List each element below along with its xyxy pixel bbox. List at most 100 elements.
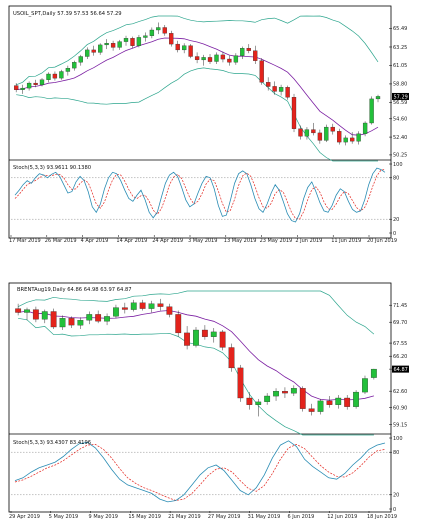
- price-tick-label: 62.60: [393, 389, 407, 395]
- candle-body: [104, 316, 110, 322]
- last-price-tag: [392, 365, 409, 373]
- candle-body: [201, 57, 206, 61]
- chart1-time-axis: 17 Mar 2019 26 Mar 2019 4 Apr 2019 14 Apr 2…: [9, 235, 397, 244]
- candle-body: [369, 98, 374, 124]
- candle-body: [26, 82, 32, 89]
- candle-body: [162, 27, 167, 34]
- price-tick-label: 50.25: [393, 153, 407, 159]
- candle-body: [50, 311, 57, 328]
- candle-body: [24, 309, 30, 313]
- candle-body: [356, 133, 361, 142]
- candle-body: [350, 137, 355, 142]
- candle-body: [266, 82, 271, 87]
- candle-body: [214, 54, 219, 62]
- candle-body: [273, 391, 279, 397]
- candle-body: [324, 126, 329, 141]
- price-tick-label: 65.49: [393, 26, 407, 32]
- candle-body: [139, 302, 146, 309]
- chart2-stoch-axis: 100 80 20 0: [389, 436, 403, 513]
- price-tick-label: 52.40: [393, 135, 407, 141]
- chart1-price-panel: [14, 15, 381, 162]
- candle-body: [32, 309, 39, 320]
- candle-body: [143, 35, 148, 38]
- stoch-tick-label: 20: [393, 493, 399, 499]
- candle-body: [272, 86, 277, 92]
- price-tick-label: 54.60: [393, 117, 407, 123]
- time-tick-label: 4 Apr 2019: [81, 238, 109, 244]
- candle-body: [193, 329, 199, 346]
- candle-body: [227, 58, 232, 63]
- price-tick-label: 58.80: [393, 82, 407, 88]
- last-price-label: 64.87: [394, 367, 408, 373]
- candle-body: [344, 397, 351, 407]
- price-tick-label: 66.20: [393, 354, 407, 360]
- candle-body: [130, 302, 137, 310]
- candle-body: [311, 129, 316, 134]
- time-tick-label: 12 Jun 2019: [327, 514, 357, 520]
- chart2-time-axis: 29 Apr 2019 5 May 2019 9 May 2019 15 May 20…: [9, 511, 397, 520]
- candle-body: [290, 388, 297, 394]
- lower-band-line: [16, 67, 378, 162]
- stoch-d-line: [14, 444, 386, 501]
- price-tick-label: 69.70: [393, 320, 407, 326]
- candle-body: [52, 73, 58, 79]
- candle-body: [219, 331, 226, 348]
- candle-body: [72, 62, 77, 69]
- candle-body: [343, 137, 348, 143]
- candle-body: [228, 347, 235, 369]
- time-tick-label: 13 May 2019: [224, 238, 257, 244]
- candle-body: [175, 314, 182, 334]
- time-tick-label: 14 Apr 2019: [116, 238, 147, 244]
- candle-body: [220, 54, 226, 60]
- candle-body: [237, 367, 244, 399]
- candle-body: [210, 331, 217, 337]
- time-tick-label: 6 Jun 2019: [287, 514, 314, 520]
- candle-body: [246, 48, 251, 51]
- candle-body: [317, 132, 323, 141]
- chart2-price-panel: [15, 290, 377, 436]
- stoch-tick-label: 100: [393, 436, 403, 442]
- price-tick-label: 67.55: [393, 341, 407, 347]
- candle-body: [121, 307, 128, 310]
- time-tick-label: 31 May 2019: [248, 514, 281, 520]
- time-tick-label: 21 May 2019: [168, 514, 201, 520]
- candle-body: [14, 85, 19, 90]
- price-tick-label: 60.90: [393, 405, 407, 411]
- time-tick-label: 26 Mar 2019: [45, 238, 77, 244]
- last-price-tag: [392, 92, 409, 100]
- time-tick-label: 24 Apr 2019: [152, 238, 183, 244]
- candle-body: [78, 56, 83, 63]
- candle-body: [264, 395, 271, 402]
- candle-body: [166, 306, 173, 315]
- candle-body: [39, 79, 45, 85]
- candle-body: [86, 314, 93, 321]
- chart2-indicator-label: Stoch(5,3,3) 93.4307 83.4196: [13, 440, 91, 446]
- stoch-tick-label: 0: [393, 507, 396, 513]
- candle-body: [113, 307, 119, 317]
- time-tick-label: 20 Jun 2019: [367, 238, 397, 244]
- candle-body: [326, 400, 333, 405]
- candle-body: [188, 45, 193, 57]
- candle-body: [104, 43, 109, 46]
- chart1-price-axis: 65.49 63.25 61.05 58.80 56.59 54.60 52.40 50.25…: [389, 26, 409, 159]
- chart1-stoch-panel: [11, 167, 391, 223]
- chart-brent: BRENTAug19,Daily 64.86 64.98 63.97 64.87…: [8, 282, 409, 520]
- candle-body: [278, 87, 284, 92]
- candle-body: [175, 43, 180, 51]
- candle-body: [59, 318, 66, 328]
- candle-body: [353, 391, 359, 407]
- time-tick-label: 17 Mar 2019: [9, 238, 41, 244]
- price-tick-label: 63.25: [393, 45, 407, 51]
- candle-body: [291, 97, 297, 129]
- chart1-indicator-label: Stoch(5,3,3) 93.9611 90.1380: [13, 165, 91, 171]
- candle-body: [308, 408, 315, 412]
- time-tick-label: 29 Apr 2019: [9, 514, 40, 520]
- stoch-tick-label: 80: [393, 176, 399, 182]
- candle-body: [110, 43, 116, 48]
- chart1-frame: [8, 5, 392, 239]
- chart2-price-axis: 71.45 69.70 67.55 66.20 64.87 62.60 60.90 59.15…: [389, 303, 409, 428]
- time-tick-label: 15 May 2019: [128, 514, 161, 520]
- time-tick-label: 27 May 2019: [208, 514, 241, 520]
- chart2-title: BRENTAug19,Daily 64.86 64.98 63.97 64.87: [17, 287, 132, 293]
